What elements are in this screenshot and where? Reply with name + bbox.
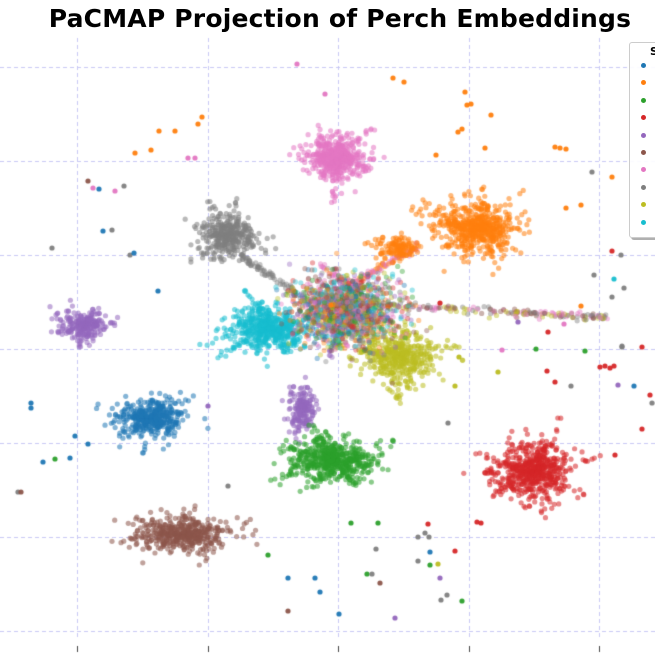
legend-marker-icon: [641, 167, 646, 173]
legend-marker-icon: [641, 80, 646, 86]
legend-marker-icon: [641, 97, 646, 103]
legend-item: [641, 95, 655, 107]
legend-item: [641, 164, 655, 176]
legend: S: [629, 42, 655, 238]
legend-item: [641, 147, 655, 159]
legend-item: [641, 77, 655, 89]
legend-item: [641, 217, 655, 229]
legend-marker-icon: [641, 132, 646, 138]
legend-marker-icon: [641, 115, 646, 121]
legend-item: [641, 112, 655, 124]
legend-title: S: [650, 45, 655, 58]
legend-item: [641, 60, 655, 72]
legend-item: [641, 130, 655, 142]
legend-item: [641, 199, 655, 211]
legend-marker-icon: [641, 202, 646, 208]
legend-marker-icon: [641, 184, 646, 190]
legend-marker-icon: [641, 219, 646, 225]
legend-marker-icon: [641, 63, 646, 68]
legend-marker-icon: [641, 150, 646, 155]
legend-item: [641, 182, 655, 194]
chart-title: PaCMAP Projection of Perch Embeddings: [48, 4, 632, 33]
